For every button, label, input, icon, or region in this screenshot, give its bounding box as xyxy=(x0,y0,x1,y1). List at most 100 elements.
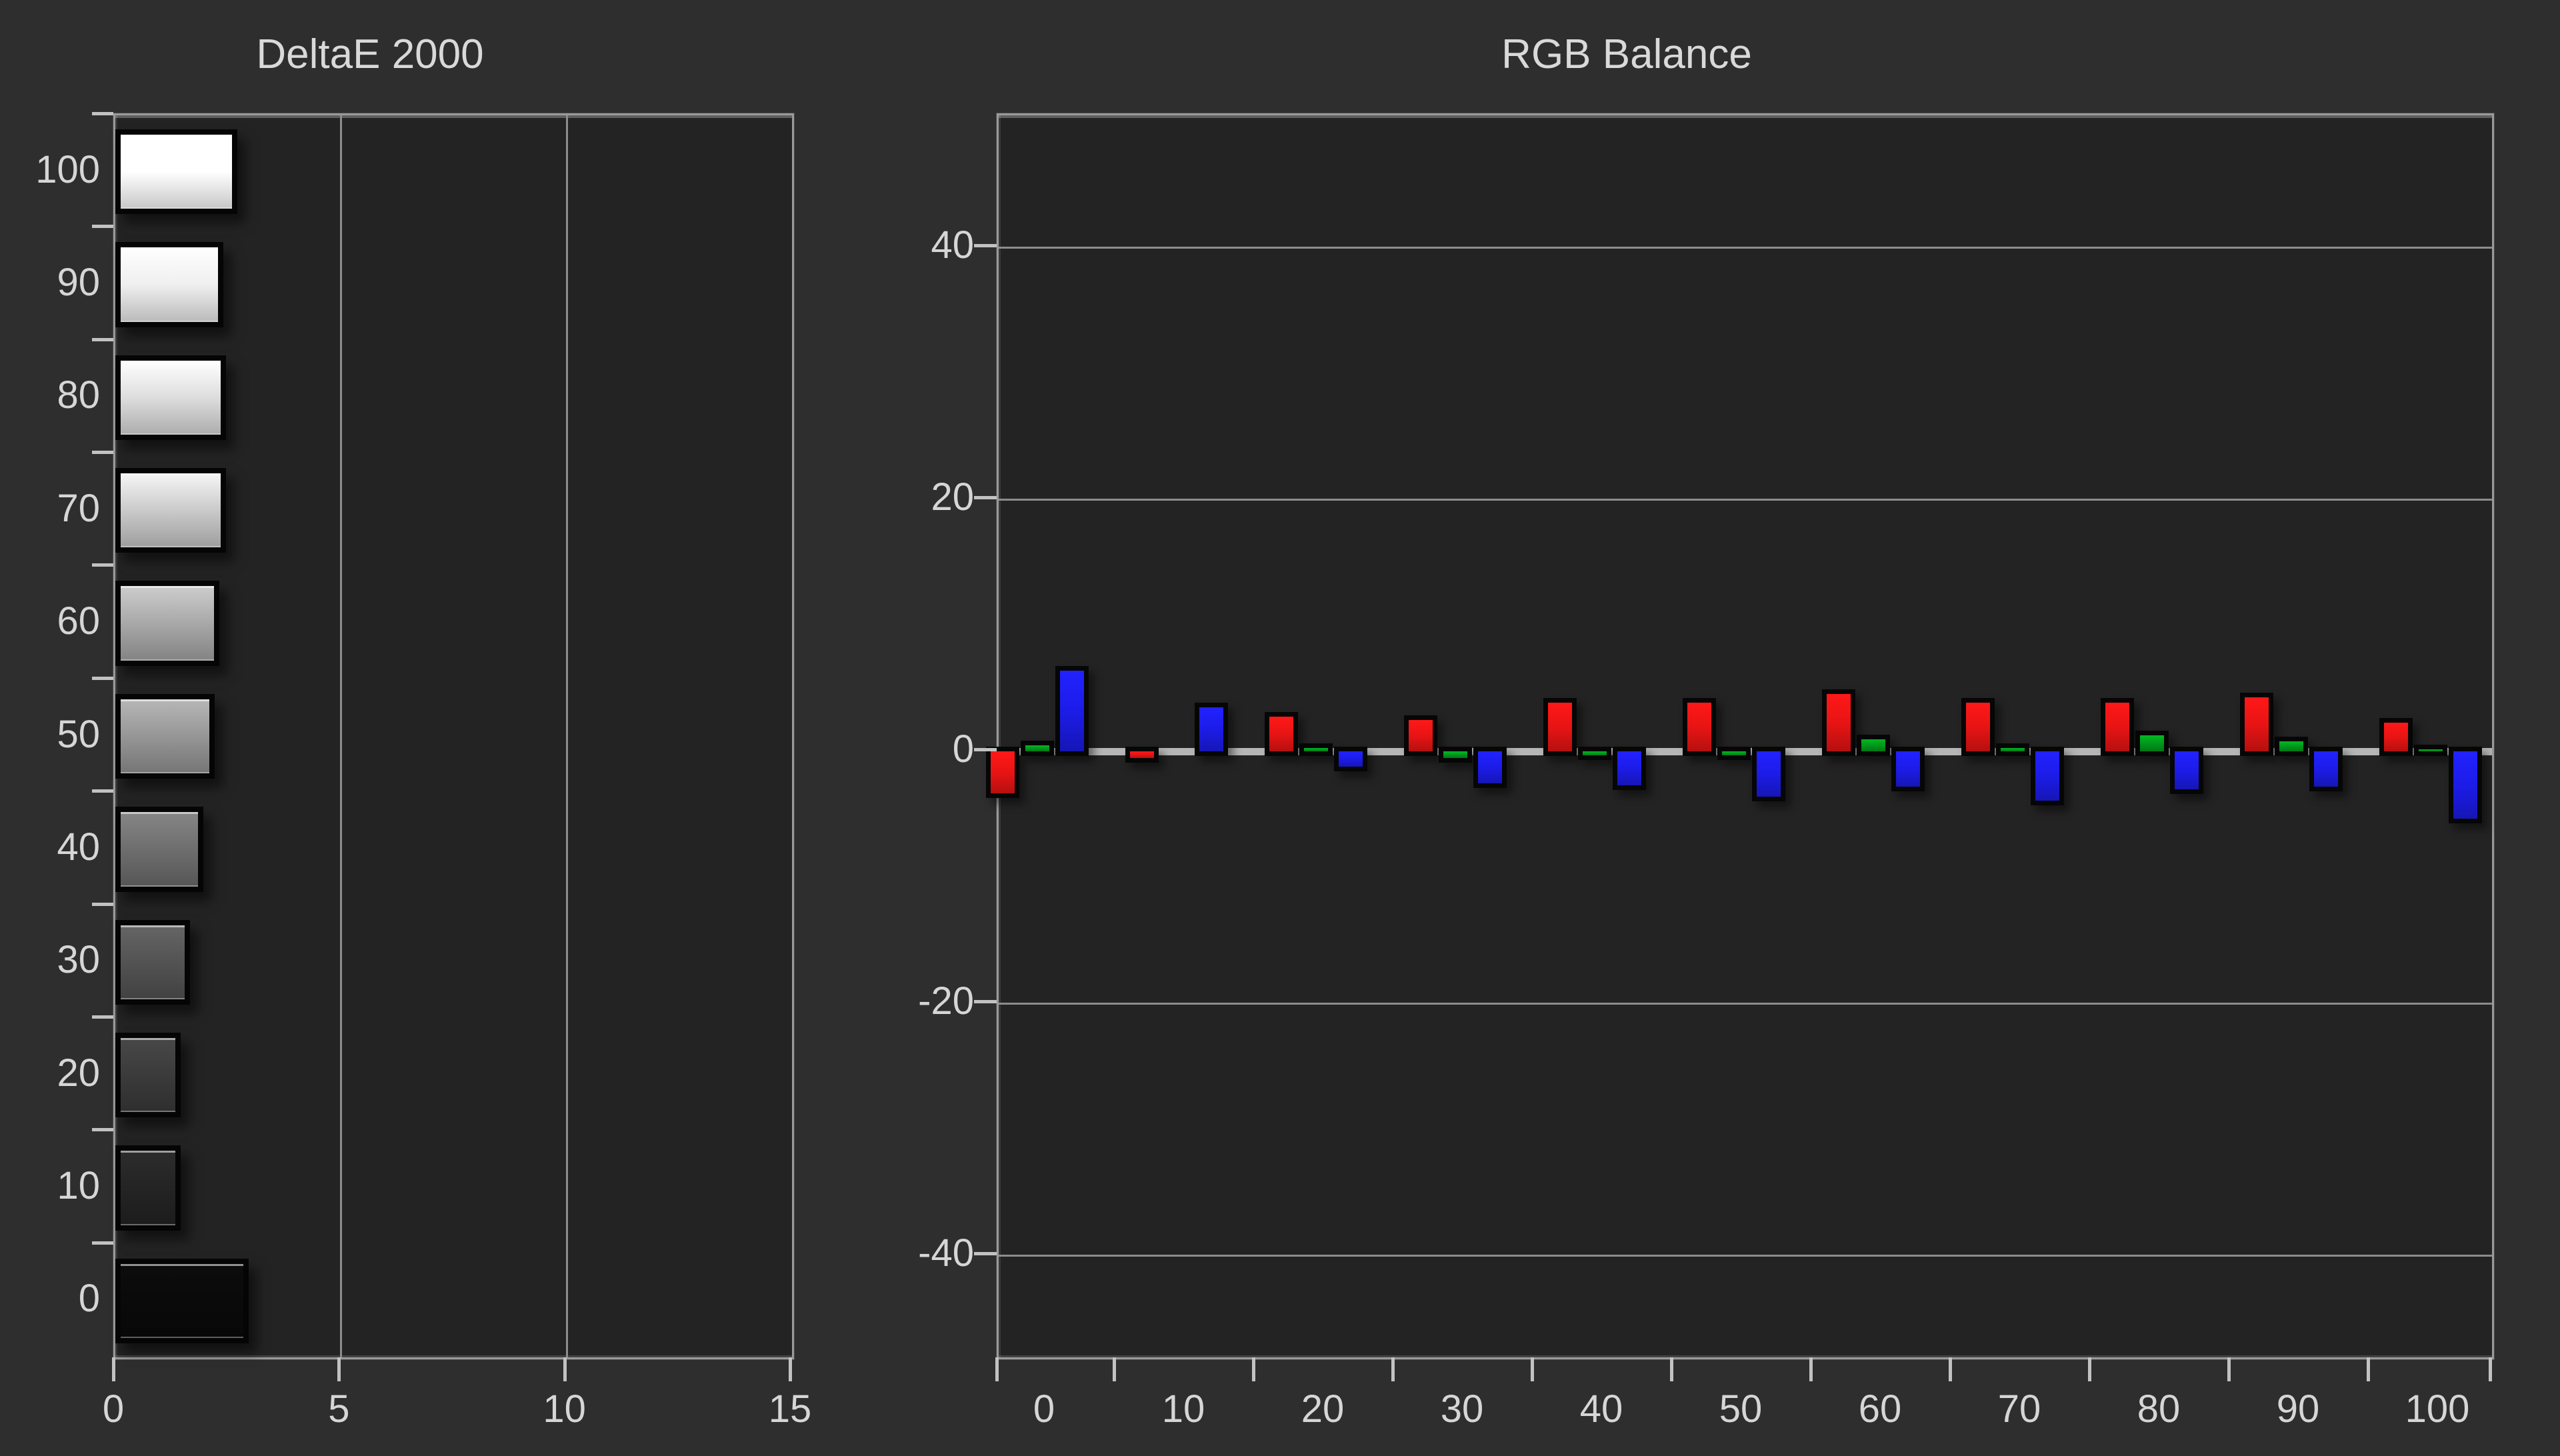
rgb-bar-blue-100 xyxy=(2449,747,2482,823)
rgb-balance-plot-area xyxy=(986,113,2494,1359)
rgb-bar-green-100 xyxy=(2414,744,2447,757)
rgb-y-tick-20 xyxy=(974,496,997,500)
deltae-y-tick xyxy=(92,902,113,906)
rgb-y-label-40: 40 xyxy=(931,223,974,267)
rgb-bar-blue-50 xyxy=(1752,747,1785,802)
deltae-chart-title: DeltaE 2000 xyxy=(256,31,484,77)
deltae-bar-30 xyxy=(115,919,190,1005)
rgb-bar-blue-20 xyxy=(1334,747,1367,772)
deltae-x-tick-0 xyxy=(112,1357,115,1381)
rgb-bar-red-100 xyxy=(2379,717,2413,757)
deltae-gridline-10 xyxy=(565,115,568,1357)
rgb-x-tick xyxy=(1809,1357,1813,1381)
rgb-bar-red-0 xyxy=(986,747,1019,798)
deltae-y-label-80: 80 xyxy=(57,373,100,417)
rgb-y-tick-40 xyxy=(974,244,997,248)
rgb-y-tick--40 xyxy=(974,1252,997,1256)
rgb-bar-red-10 xyxy=(1125,747,1159,763)
rgb-bar-blue-30 xyxy=(1473,747,1507,788)
deltae-y-tick xyxy=(92,225,113,229)
deltae-gridline-5 xyxy=(340,115,343,1357)
deltae-x-tick-10 xyxy=(563,1357,567,1381)
rgb-gridline-40 xyxy=(999,247,2492,249)
deltae-x-label-15: 15 xyxy=(768,1387,812,1431)
deltae-y-tick xyxy=(92,676,113,680)
rgb-x-edge-tick xyxy=(995,1357,999,1381)
rgb-x-tick xyxy=(2366,1357,2370,1381)
deltae-x-label-0: 0 xyxy=(102,1387,125,1431)
deltae-y-label-10: 10 xyxy=(57,1163,100,1207)
deltae-bar-100 xyxy=(115,129,237,215)
rgb-x-label-30: 30 xyxy=(1440,1387,1484,1431)
deltae-y-label-60: 60 xyxy=(57,599,100,643)
rgb-x-tick xyxy=(1391,1357,1395,1381)
rgb-bar-green-70 xyxy=(1996,743,2029,757)
rgb-y-label-0: 0 xyxy=(952,727,974,771)
deltae-bar-80 xyxy=(115,355,226,441)
rgb-bar-green-50 xyxy=(1717,747,1751,761)
deltae-bar-20 xyxy=(115,1032,181,1118)
rgb-bar-blue-90 xyxy=(2309,747,2343,792)
deltae-x-label-5: 5 xyxy=(328,1387,350,1431)
deltae-y-label-20: 20 xyxy=(57,1051,100,1095)
deltae-plot-area xyxy=(113,113,794,1359)
rgb-bar-green-0 xyxy=(1021,741,1054,757)
rgb-bar-green-20 xyxy=(1299,743,1333,757)
rgb-y-tick--20 xyxy=(974,1000,997,1004)
rgb-balance-chart-title: RGB Balance xyxy=(1501,31,1752,77)
rgb-x-tick xyxy=(2227,1357,2231,1381)
deltae-y-tick xyxy=(92,112,113,115)
deltae-bar-70 xyxy=(115,468,226,553)
rgb-x-label-90: 90 xyxy=(2276,1387,2320,1431)
deltae-y-label-40: 40 xyxy=(57,825,100,869)
deltae-y-tick xyxy=(92,337,113,341)
rgb-x-label-0: 0 xyxy=(1033,1387,1055,1431)
rgb-x-tick xyxy=(1112,1357,1116,1381)
rgb-bar-red-60 xyxy=(1822,689,1855,757)
deltae-y-tick xyxy=(92,1015,113,1019)
rgb-bar-green-80 xyxy=(2135,730,2169,757)
deltae-bar-10 xyxy=(115,1145,181,1231)
rgb-gridline--20 xyxy=(999,1003,2492,1005)
deltae-bar-90 xyxy=(115,242,224,327)
rgb-bar-red-80 xyxy=(2101,697,2134,757)
rgb-x-label-20: 20 xyxy=(1301,1387,1345,1431)
rgb-x-edge-tick xyxy=(2489,1357,2492,1381)
deltae-y-tick xyxy=(92,789,113,793)
rgb-bar-green-40 xyxy=(1578,747,1611,761)
rgb-x-tick xyxy=(1530,1357,1534,1381)
deltae-bar-50 xyxy=(115,693,215,779)
rgb-x-label-40: 40 xyxy=(1579,1387,1623,1431)
deltae-y-label-30: 30 xyxy=(57,938,100,982)
deltae-y-label-70: 70 xyxy=(57,486,100,530)
deltae-y-tick xyxy=(92,563,113,567)
rgb-x-tick xyxy=(1948,1357,1952,1381)
deltae-bar-0 xyxy=(115,1258,249,1343)
deltae-x-label-10: 10 xyxy=(543,1387,586,1431)
deltae-y-tick xyxy=(92,1241,113,1245)
deltae-y-tick xyxy=(92,451,113,455)
rgb-bar-red-70 xyxy=(1961,697,1995,757)
rgb-bar-blue-10 xyxy=(1195,703,1228,757)
rgb-x-tick xyxy=(1669,1357,1673,1381)
rgb-y-label-20: 20 xyxy=(931,475,974,519)
deltae-y-label-0: 0 xyxy=(78,1277,100,1321)
rgb-bar-red-30 xyxy=(1404,715,1437,757)
rgb-bar-green-60 xyxy=(1857,734,1890,757)
rgb-y-tick-0 xyxy=(974,748,997,752)
rgb-x-label-100: 100 xyxy=(2405,1387,2470,1431)
rgb-bar-red-40 xyxy=(1543,697,1577,757)
rgb-bar-blue-80 xyxy=(2170,747,2203,795)
rgb-x-label-10: 10 xyxy=(1161,1387,1205,1431)
rgb-x-tick xyxy=(1251,1357,1255,1381)
rgb-y-label--40: -40 xyxy=(918,1231,974,1275)
rgb-bar-blue-40 xyxy=(1613,747,1646,791)
rgb-bar-green-90 xyxy=(2275,737,2308,757)
deltae-y-label-100: 100 xyxy=(35,147,100,191)
rgb-y-label--20: -20 xyxy=(918,979,974,1023)
rgb-x-label-60: 60 xyxy=(1858,1387,1902,1431)
deltae-bar-40 xyxy=(115,807,203,892)
rgb-x-label-50: 50 xyxy=(1719,1387,1763,1431)
rgb-bar-blue-0 xyxy=(1055,666,1089,757)
